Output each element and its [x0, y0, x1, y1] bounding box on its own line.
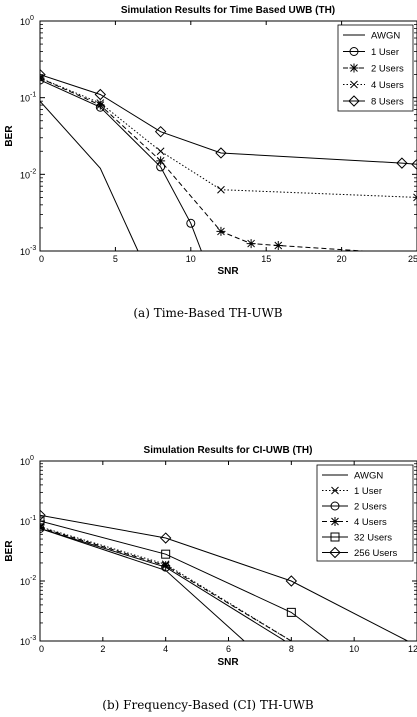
x-axis-label: SNR	[217, 657, 239, 668]
y-tick-label: 10	[20, 247, 30, 257]
data-point	[159, 532, 172, 544]
legend-label: AWGN	[354, 471, 383, 482]
series-line-4-users	[40, 527, 292, 641]
legend-label: 4 Users	[371, 80, 404, 91]
legend-marker	[330, 501, 340, 511]
legend-label: 256 Users	[354, 548, 398, 559]
x-tick-label: 20	[337, 254, 347, 264]
data-point	[286, 607, 296, 617]
series-line-1-user	[40, 79, 202, 251]
y-tick-exponent: -2	[30, 168, 36, 175]
y-tick-exponent: -3	[30, 635, 36, 642]
y-tick-label: 10	[20, 517, 30, 527]
data-point	[40, 509, 46, 521]
chart-ci-uwb: Simulation Results for CI-UWB (TH) 0 2 4 6 8…	[4, 445, 417, 712]
data-point	[96, 99, 105, 107]
legend: AWGN 1 User 2 Users 4 Users 8 Users	[337, 24, 414, 112]
data-point	[273, 240, 283, 250]
series-line-1-user	[40, 526, 292, 641]
x-tick-label: 10	[186, 254, 196, 264]
data-point	[186, 218, 196, 228]
y-tick-label: 10	[20, 170, 30, 180]
y-tick-exponent: -2	[30, 575, 36, 582]
data-point	[154, 125, 167, 138]
data-point	[156, 147, 165, 156]
data-point	[396, 157, 408, 169]
legend-marker	[329, 546, 341, 559]
y-tick-label: 10	[20, 94, 30, 104]
series-line-awgn	[40, 528, 245, 641]
legend-label: 2 Users	[371, 64, 404, 75]
series-line-8-users	[40, 74, 417, 165]
x-tick-label: 5	[113, 254, 118, 264]
x-tick-label: 25	[408, 254, 417, 264]
y-tick-exponent: -3	[30, 245, 36, 252]
legend-marker	[331, 486, 339, 495]
y-tick-label: 10	[20, 577, 30, 587]
data-point	[411, 158, 417, 171]
data-point	[413, 193, 417, 202]
chart-title: Simulation Results for Time Based UWB (T…	[121, 5, 335, 16]
y-tick-exponent: 0	[30, 455, 34, 462]
data-point	[40, 516, 45, 526]
legend-marker	[348, 95, 360, 107]
data-point	[246, 239, 256, 249]
series-line-2-users	[40, 528, 286, 641]
data-point	[156, 156, 166, 166]
legend-label: 32 Users	[354, 533, 392, 544]
data-point	[215, 147, 227, 159]
legend-marker	[330, 532, 340, 542]
x-axis: 0 2 4 6 8 10 12	[39, 461, 417, 654]
legend-label: 4 Users	[354, 517, 387, 528]
y-tick-exponent: 0	[30, 15, 34, 22]
x-tick-label: 8	[289, 644, 294, 654]
chart-time-based: Simulation Results for Time Based UWB (T…	[4, 5, 417, 320]
series-layer	[40, 68, 417, 251]
legend-marker	[330, 517, 340, 526]
plot-frame	[39, 20, 417, 252]
y-axis-label: BER	[4, 125, 15, 147]
y-tick-label: 10	[20, 17, 30, 27]
series-line-awgn	[40, 100, 139, 251]
series-line-32-users	[40, 520, 330, 641]
legend-label: 1 User	[354, 486, 382, 497]
y-tick-exponent: -1	[30, 515, 36, 522]
caption: (a) Time-Based TH-UWB	[133, 306, 282, 320]
x-tick-label: 15	[261, 254, 271, 264]
legend-label: 8 Users	[371, 97, 404, 108]
legend-marker	[349, 47, 359, 56]
data-point	[161, 549, 171, 559]
data-point	[95, 100, 105, 110]
x-axis-label: SNR	[217, 266, 239, 277]
x-axis: 0 5 10 15 20 25	[39, 21, 417, 264]
data-point	[161, 561, 171, 571]
data-point	[94, 88, 107, 101]
series-line-256-users	[40, 514, 408, 641]
data-point	[285, 575, 298, 587]
legend-label: AWGN	[371, 31, 400, 42]
x-tick-label: 0	[39, 254, 44, 264]
caption: (b) Frequency-Based (CI) TH-UWB	[102, 698, 314, 712]
y-tick-exponent: -1	[30, 92, 36, 99]
data-point	[40, 68, 46, 81]
x-tick-label: 12	[408, 644, 417, 654]
y-axis-label: BER	[4, 540, 15, 562]
x-tick-label: 10	[349, 644, 359, 654]
x-tick-label: 0	[39, 644, 44, 654]
y-tick-label: 10	[20, 457, 30, 467]
legend-label: 2 Users	[354, 502, 387, 513]
data-point	[216, 226, 226, 236]
x-tick-label: 6	[226, 644, 231, 654]
series-layer	[40, 509, 408, 641]
x-tick-label: 2	[100, 644, 105, 654]
y-tick-label: 10	[20, 637, 30, 647]
legend-label: 1 User	[371, 47, 399, 58]
data-point	[217, 185, 225, 194]
x-tick-label: 4	[163, 644, 168, 654]
legend: AWGN 1 User 2 Users 4 Users 32 Users 256 User…	[316, 464, 414, 562]
data-point	[40, 522, 45, 532]
legend-marker	[349, 63, 359, 73]
legend-marker	[350, 80, 358, 89]
chart-title: Simulation Results for CI-UWB (TH)	[144, 445, 313, 456]
